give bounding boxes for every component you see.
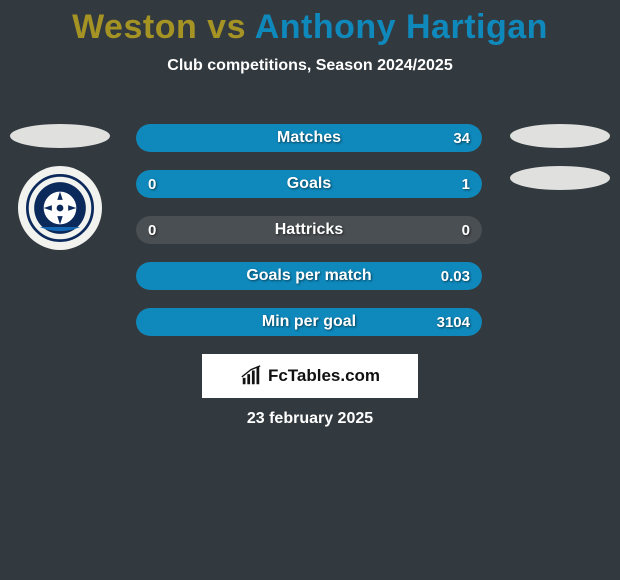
chart-icon	[240, 365, 262, 387]
stat-fill-right	[136, 262, 482, 290]
stat-row: Min per goal3104	[136, 308, 482, 336]
vs-separator: vs	[197, 8, 254, 46]
comparison-rows: Matches34 Goals01 Hattricks00 Goals per mat…	[136, 124, 482, 336]
player-a-name: Weston	[72, 8, 197, 46]
source-logo: FcTables.com	[202, 354, 418, 398]
stat-row: Goals01	[136, 170, 482, 198]
stat-fill-right	[136, 170, 482, 198]
player-b-club-badge-placeholder	[510, 166, 610, 190]
subtitle: Club competitions, Season 2024/2025	[0, 57, 620, 75]
source-logo-text: FcTables.com	[268, 366, 380, 386]
stat-fill-right	[136, 308, 482, 336]
stat-row: Hattricks00	[136, 216, 482, 244]
player-b-avatar-placeholder	[510, 124, 610, 148]
stat-fill-right	[136, 124, 482, 152]
page-title: Weston vs Anthony Hartigan	[0, 0, 620, 47]
stat-row: Goals per match0.03	[136, 262, 482, 290]
player-b-name: Anthony Hartigan	[255, 8, 548, 46]
right-side-badges	[510, 124, 610, 190]
player-a-club-badge	[18, 166, 102, 250]
club-badge-icon	[26, 174, 94, 242]
infographic-canvas: Weston vs Anthony Hartigan Club competit…	[0, 0, 620, 580]
player-a-avatar-placeholder	[10, 124, 110, 148]
left-side-badges	[10, 124, 110, 250]
stat-row: Matches34	[136, 124, 482, 152]
date-text: 23 february 2025	[0, 410, 620, 428]
